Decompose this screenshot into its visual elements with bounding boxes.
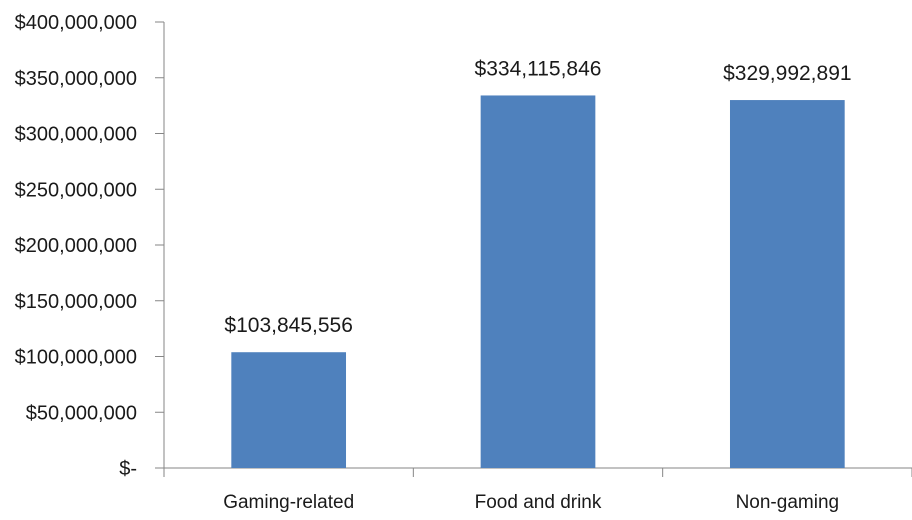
- y-axis: $- $50,000,000 $100,000,000 $150,000,000 $20…: [15, 12, 165, 480]
- x-axis: Gaming-related Food and drink Non-gaming: [163, 467, 912, 513]
- y-tick-label: $50,000,000: [26, 402, 137, 424]
- data-labels: $103,845,556 $334,115,846 $329,992,891: [224, 57, 851, 337]
- y-tick-label: $250,000,000: [15, 179, 137, 201]
- y-tick-label: $-: [119, 458, 137, 480]
- data-label: $334,115,846: [475, 57, 602, 80]
- bar-non-gaming: [729, 100, 845, 469]
- data-label: $329,992,891: [723, 62, 851, 85]
- y-tick-label: $350,000,000: [15, 68, 137, 90]
- y-tick-label: $400,000,000: [15, 12, 137, 34]
- bars: [231, 95, 845, 469]
- x-category-label: Non-gaming: [736, 492, 840, 513]
- y-tick-label: $150,000,000: [15, 291, 137, 313]
- y-tick-label: $200,000,000: [15, 235, 137, 257]
- bar-gaming-related: [231, 352, 347, 468]
- data-label: $103,845,556: [224, 314, 352, 337]
- bar-food-and-drink: [480, 95, 596, 469]
- x-category-label: Gaming-related: [223, 492, 354, 513]
- y-tick-label: $300,000,000: [15, 124, 137, 146]
- y-tick-label: $100,000,000: [15, 347, 137, 369]
- x-category-label: Food and drink: [475, 492, 602, 513]
